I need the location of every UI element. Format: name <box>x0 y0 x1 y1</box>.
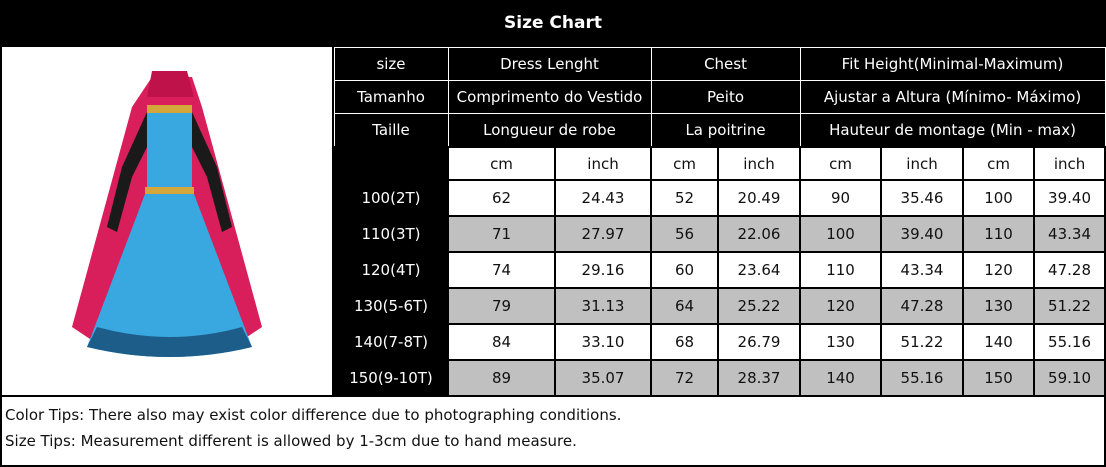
header-cell: Tamanho <box>333 80 449 114</box>
table-row: 130(5-6T) 79 31.13 64 25.22 120 47.28 130 51.22 <box>333 287 1106 325</box>
unit-cell: cm <box>447 146 556 181</box>
table-cell: 56 <box>650 215 720 253</box>
header-cell: Dress Lenght <box>447 47 652 81</box>
table-row: 150(9-10T) 89 35.07 72 28.37 140 55.16 150 59.10 <box>333 359 1106 397</box>
table-cell: 150 <box>962 359 1036 397</box>
table-cell: 39.40 <box>1033 179 1106 217</box>
header-cell: Longueur de robe <box>447 113 652 148</box>
header-cell: Fit Height(Minimal-Maximum) <box>799 47 1106 81</box>
unit-cell: inch <box>1033 146 1106 181</box>
table-cell: 52 <box>650 179 720 217</box>
table-cell: 62 <box>447 179 556 217</box>
size-label: 100(2T) <box>333 179 449 217</box>
tips-footer: Color Tips: There also may exist color d… <box>2 397 1104 465</box>
table-cell: 89 <box>447 359 556 397</box>
table-row: 100(2T) 62 24.43 52 20.49 90 35.46 100 39.40 <box>333 179 1106 217</box>
table-cell: 28.37 <box>717 359 802 397</box>
header-row: Tamanho Comprimento do Vestido Peito Ajusta… <box>333 80 1106 114</box>
table-cell: 90 <box>799 179 883 217</box>
table-cell: 64 <box>650 287 720 325</box>
table-cell: 29.16 <box>553 251 653 289</box>
units-row: cm inch cm inch cm inch cm inch <box>333 146 1106 181</box>
color-tip: Color Tips: There also may exist color d… <box>5 406 622 424</box>
header-cell: Peito <box>650 80 801 114</box>
table-cell: 74 <box>447 251 556 289</box>
table-cell: 140 <box>962 323 1036 361</box>
dress-image <box>2 47 332 395</box>
header-row: size Dress Lenght Chest Fit Height(Minimal-… <box>333 47 1106 81</box>
table-cell: 43.34 <box>880 251 965 289</box>
unit-cell: cm <box>799 146 883 181</box>
size-label: 150(9-10T) <box>333 359 449 397</box>
table-cell: 27.97 <box>553 215 653 253</box>
table-cell: 120 <box>799 287 883 325</box>
table-cell: 84 <box>447 323 556 361</box>
table-row: 110(3T) 71 27.97 56 22.06 100 39.40 110 43.34 <box>333 215 1106 253</box>
header-cell: Taille <box>333 113 449 148</box>
table-cell: 71 <box>447 215 556 253</box>
size-label: 130(5-6T) <box>333 287 449 325</box>
size-tip: Size Tips: Measurement different is allo… <box>5 432 577 450</box>
header-row: Taille Longueur de robe La poitrine Hauteur… <box>333 113 1106 148</box>
table-cell: 55.16 <box>880 359 965 397</box>
table-cell: 68 <box>650 323 720 361</box>
table-cell: 23.64 <box>717 251 802 289</box>
table-cell: 130 <box>799 323 883 361</box>
unit-cell: inch <box>717 146 802 181</box>
table-cell: 33.10 <box>553 323 653 361</box>
unit-cell: inch <box>553 146 653 181</box>
unit-cell: cm <box>962 146 1036 181</box>
table-cell: 51.22 <box>1033 287 1106 325</box>
unit-cell: inch <box>880 146 965 181</box>
size-label: 120(4T) <box>333 251 449 289</box>
table-cell: 35.07 <box>553 359 653 397</box>
unit-cell: cm <box>650 146 720 181</box>
table-cell: 43.34 <box>1033 215 1106 253</box>
table-cell: 72 <box>650 359 720 397</box>
header-cell: Ajustar a Altura (Mínimo- Máximo) <box>799 80 1106 114</box>
table-cell: 100 <box>962 179 1036 217</box>
table-cell: 59.10 <box>1033 359 1106 397</box>
table-cell: 20.49 <box>717 179 802 217</box>
table-cell: 35.46 <box>880 179 965 217</box>
table-row: 140(7-8T) 84 33.10 68 26.79 130 51.22 140 55.16 <box>333 323 1106 361</box>
table-cell: 25.22 <box>717 287 802 325</box>
header-cell: Chest <box>650 47 801 81</box>
table-cell: 26.79 <box>717 323 802 361</box>
table-cell: 31.13 <box>553 287 653 325</box>
size-label: 140(7-8T) <box>333 323 449 361</box>
table-cell: 47.28 <box>1033 251 1106 289</box>
table-cell: 24.43 <box>553 179 653 217</box>
header-cell: size <box>333 47 449 81</box>
table-cell: 140 <box>799 359 883 397</box>
table-cell: 39.40 <box>880 215 965 253</box>
size-chart-table: size Dress Lenght Chest Fit Height(Minimal-… <box>333 47 1106 397</box>
table-cell: 55.16 <box>1033 323 1106 361</box>
header-cell: Hauteur de montage (Min - max) <box>799 113 1106 148</box>
table-cell: 110 <box>799 251 883 289</box>
table-cell: 130 <box>962 287 1036 325</box>
table-cell: 79 <box>447 287 556 325</box>
table-row: 120(4T) 74 29.16 60 23.64 110 43.34 120 47.28 <box>333 251 1106 289</box>
size-label: 110(3T) <box>333 215 449 253</box>
header-cell: Comprimento do Vestido <box>447 80 652 114</box>
table-cell: 110 <box>962 215 1036 253</box>
table-cell: 60 <box>650 251 720 289</box>
table-cell: 22.06 <box>717 215 802 253</box>
table-cell: 120 <box>962 251 1036 289</box>
blank-cell <box>333 146 449 181</box>
header-cell: La poitrine <box>650 113 801 148</box>
table-cell: 51.22 <box>880 323 965 361</box>
page-title: Size Chart <box>504 13 602 33</box>
table-cell: 47.28 <box>880 287 965 325</box>
table-cell: 100 <box>799 215 883 253</box>
